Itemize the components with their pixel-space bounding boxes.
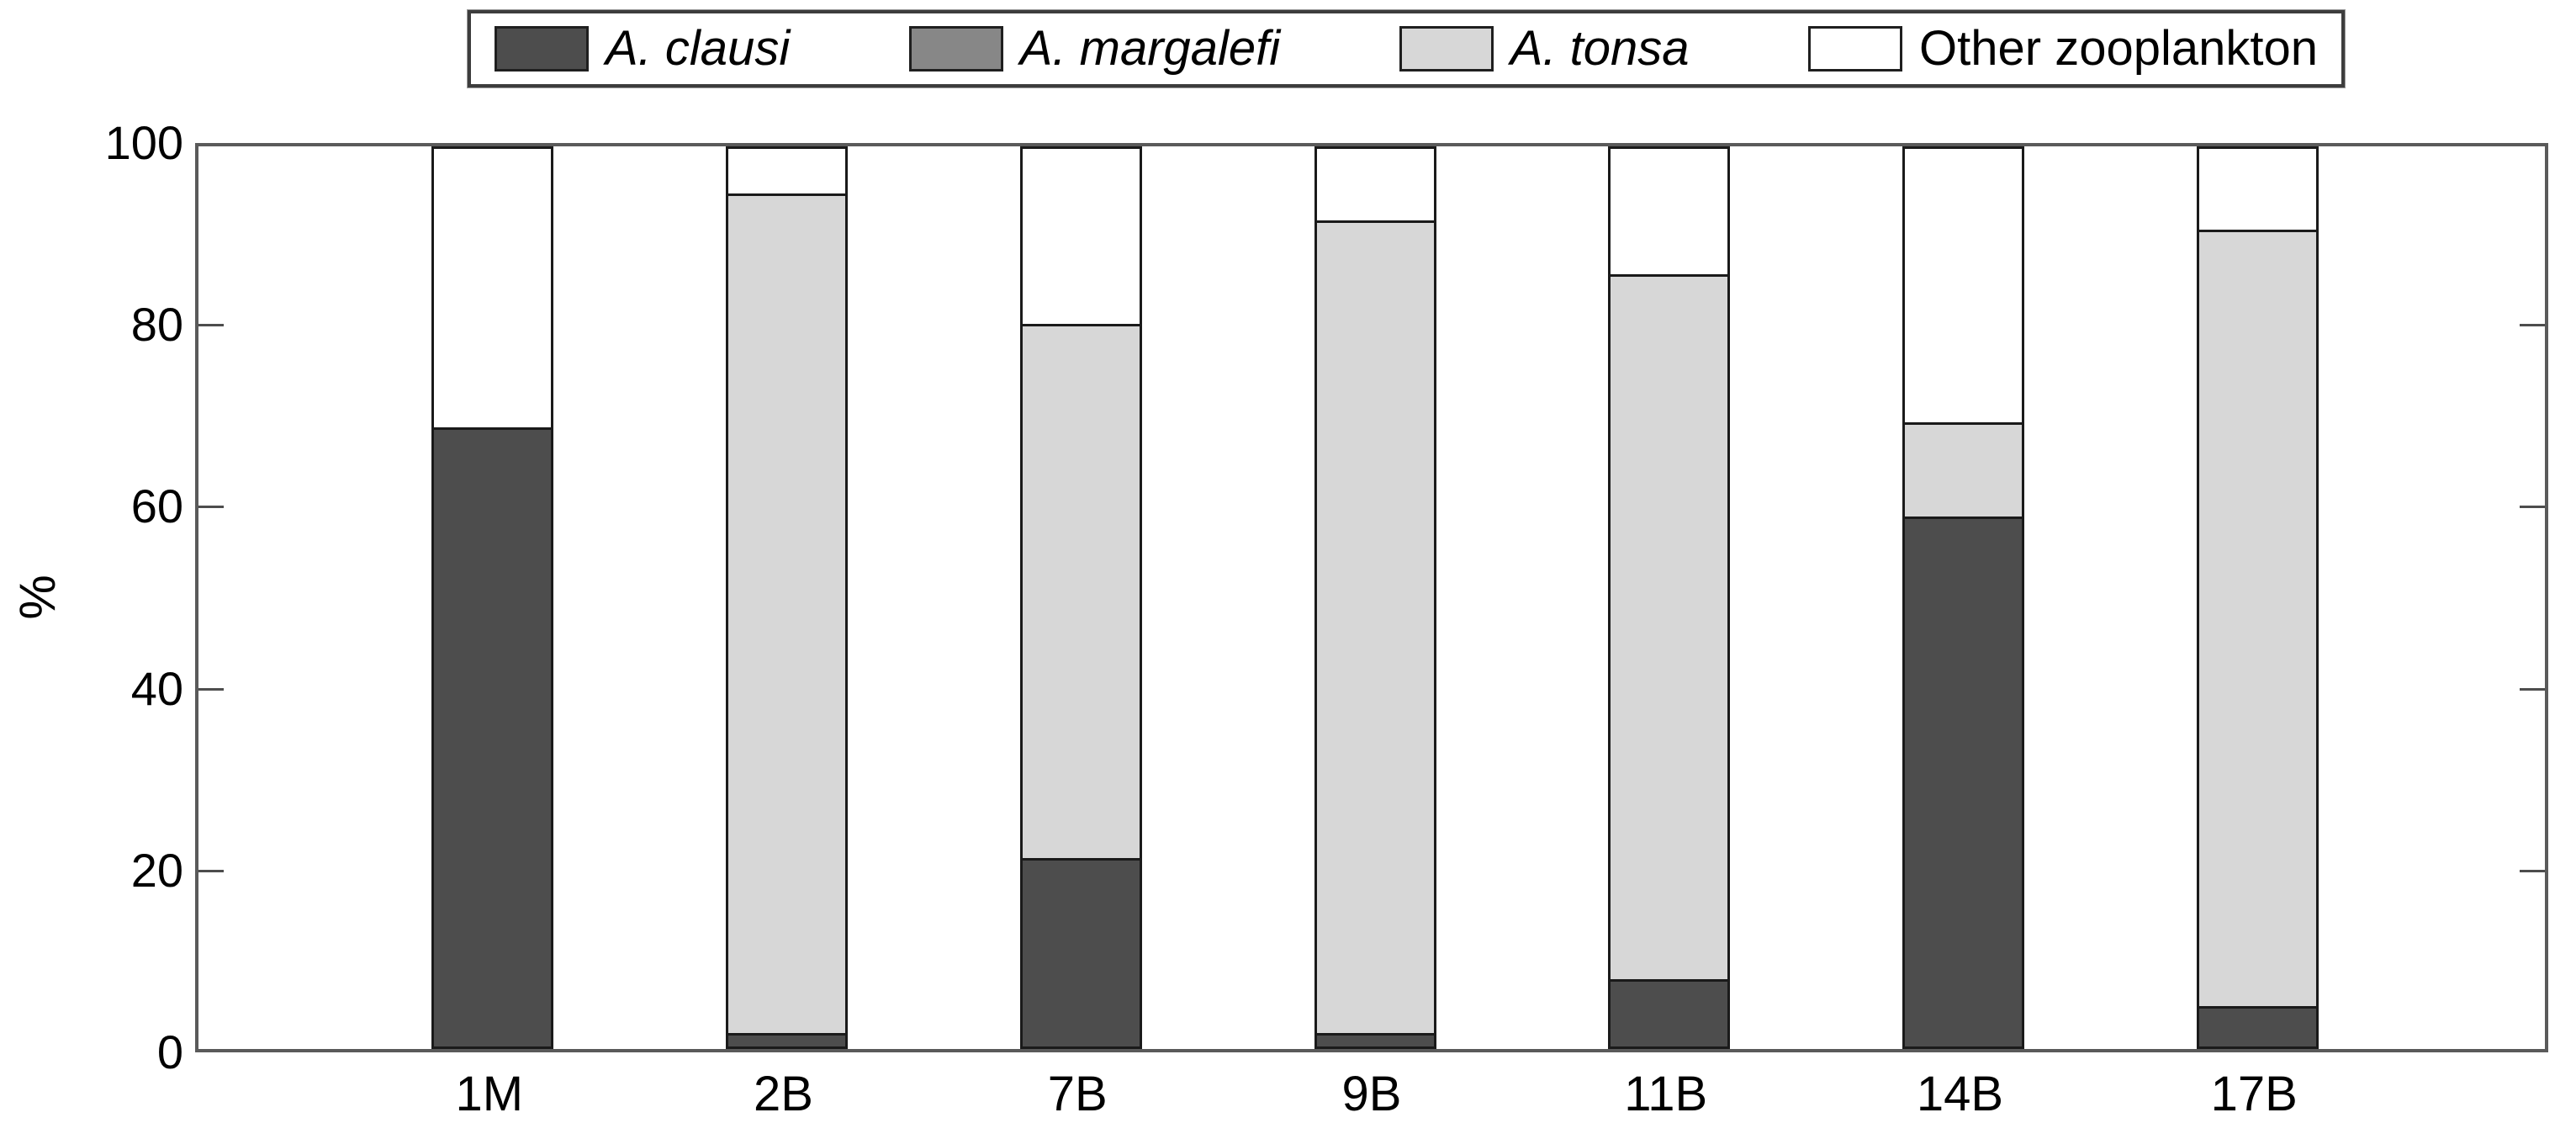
legend-label: A. clausi — [606, 21, 791, 76]
y-tick-label: 0 — [156, 1025, 183, 1078]
x-tick-label-17B: 17B — [2210, 1067, 2298, 1121]
y-tick-label: 20 — [130, 843, 183, 897]
bar-segment-a-clausi — [2198, 1006, 2316, 1046]
legend-swatch-icon — [1808, 26, 1903, 72]
stacked-bar-1M — [431, 146, 554, 1049]
y-tick-label: 40 — [130, 661, 183, 715]
legend-entry-2: A. tonsa — [1399, 24, 1690, 73]
x-tick-label-9B: 9B — [1341, 1067, 1402, 1121]
y-tick-label: 80 — [130, 298, 183, 352]
y-tick-label: 100 — [104, 116, 183, 169]
x-tick-label-2B: 2B — [754, 1067, 813, 1121]
bar-segment-a-tonsa — [1316, 220, 1434, 1033]
bar-segment-a-clausi — [1022, 857, 1140, 1046]
bar-segment-a-tonsa — [1611, 274, 1728, 979]
y-tick-mark — [198, 506, 224, 509]
bar-segment-a-clausi — [1905, 517, 2022, 1046]
legend-swatch-icon — [495, 26, 589, 72]
legend-label: Other zooplankton — [1919, 21, 2318, 76]
stacked-bar-9B — [1314, 146, 1436, 1049]
bar-segment-a-clausi — [728, 1033, 845, 1046]
y-tick-mark — [198, 324, 224, 327]
legend-label: A. tonsa — [1510, 21, 1690, 76]
stacked-bar-17B — [2196, 146, 2319, 1049]
x-tick-label-1M: 1M — [455, 1067, 524, 1121]
legend-entry-1: A. margalefi — [908, 21, 1281, 76]
y-tick-mark — [2520, 324, 2545, 327]
bar-segment-a-tonsa — [1022, 324, 1140, 858]
chart-legend: A. clausi A. margalefi A. tonsa Other zoopl… — [468, 10, 2345, 87]
legend-swatch-icon — [908, 26, 1003, 72]
bar-segment-a-clausi — [1611, 978, 1728, 1046]
stacked-bar-2B — [726, 146, 848, 1049]
y-tick-mark — [2520, 869, 2545, 872]
bar-segment-a-tonsa — [2198, 230, 2316, 1006]
legend-label: A. margalefi — [1019, 21, 1281, 76]
bar-segment-a-tonsa — [728, 193, 845, 1033]
bar-segment-a-clausi — [434, 426, 552, 1046]
plot-area — [195, 143, 2548, 1052]
legend-swatch-icon — [1399, 26, 1494, 72]
legend-entry-0: A. clausi — [495, 24, 790, 73]
x-tick-label-14B: 14B — [1916, 1067, 2004, 1121]
y-tick-mark — [198, 687, 224, 691]
y-tick-label: 60 — [130, 479, 183, 533]
y-tick-mark — [2520, 506, 2545, 509]
x-tick-label-11B: 11B — [1624, 1067, 1708, 1121]
bar-segment-a-tonsa — [1905, 422, 2022, 517]
stacked-bar-7B — [1019, 146, 1142, 1049]
y-tick-mark — [198, 869, 224, 872]
x-tick-label-7B: 7B — [1047, 1067, 1108, 1121]
stacked-bar-14B — [1902, 146, 2024, 1049]
y-axis-title: % — [9, 575, 66, 620]
bar-segment-a-clausi — [1316, 1033, 1434, 1046]
stacked-bar-11B — [1608, 146, 1731, 1049]
legend-entry-3: Other zooplankton — [1808, 24, 2318, 73]
y-tick-mark — [2520, 687, 2545, 691]
